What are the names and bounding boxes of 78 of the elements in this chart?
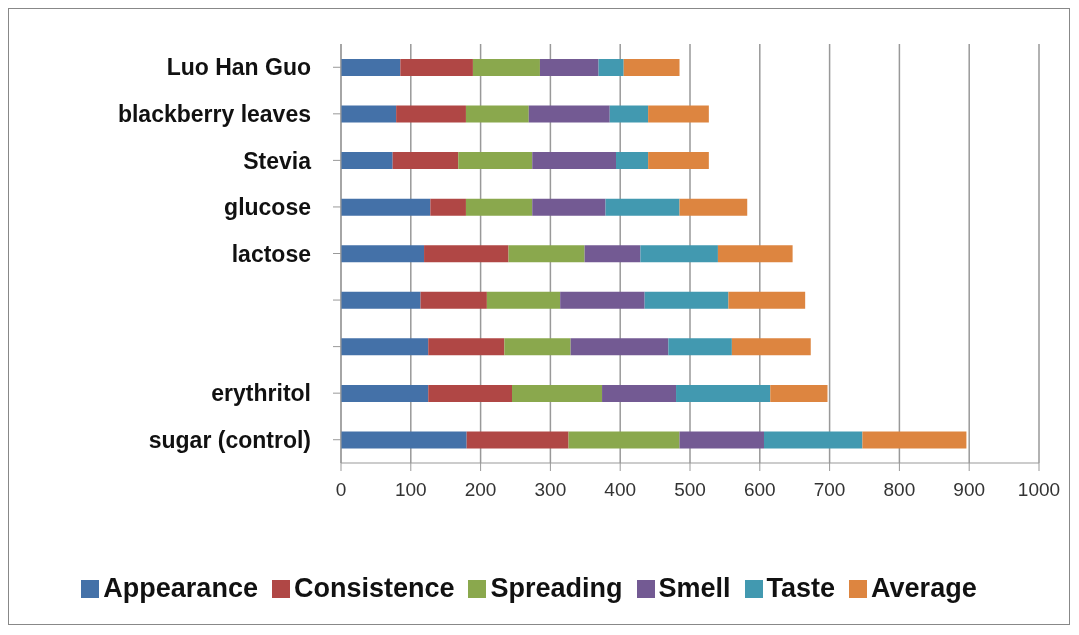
bar bbox=[400, 59, 473, 76]
bar bbox=[341, 431, 467, 449]
x-tick-label: 400 bbox=[604, 479, 637, 501]
bar bbox=[731, 338, 811, 356]
bar bbox=[465, 105, 529, 123]
y-tick-label: blackberry leaves bbox=[117, 101, 311, 127]
y-tick-label: glucose bbox=[224, 194, 311, 221]
bar bbox=[584, 245, 641, 263]
bar bbox=[568, 431, 680, 449]
bar bbox=[539, 59, 599, 76]
bar bbox=[623, 59, 680, 76]
bar bbox=[504, 338, 571, 356]
bar bbox=[465, 198, 533, 216]
x-tick-label: 500 bbox=[674, 479, 706, 501]
y-tick-label: erythritol bbox=[211, 380, 311, 407]
x-tick-label: 0 bbox=[335, 479, 347, 501]
legend-label: Consistence bbox=[292, 573, 455, 604]
bar bbox=[532, 152, 617, 170]
bar bbox=[508, 245, 585, 263]
bar bbox=[602, 384, 677, 402]
bar bbox=[466, 431, 569, 449]
bar bbox=[512, 384, 603, 402]
bar bbox=[486, 291, 561, 309]
x-tick-label: 900 bbox=[953, 479, 986, 501]
x-tick-label: 300 bbox=[534, 479, 567, 501]
bar bbox=[598, 59, 624, 76]
bar bbox=[648, 105, 709, 123]
bar bbox=[341, 59, 401, 76]
bar bbox=[532, 198, 606, 216]
bar bbox=[341, 338, 429, 356]
bar bbox=[609, 105, 649, 123]
x-tick-label: 800 bbox=[883, 479, 916, 501]
legend-label: Taste bbox=[765, 573, 836, 604]
bar bbox=[717, 245, 793, 263]
bar bbox=[428, 338, 505, 356]
bar bbox=[668, 338, 732, 356]
bar bbox=[679, 431, 764, 449]
bar bbox=[644, 291, 729, 309]
bar bbox=[648, 152, 709, 170]
bar bbox=[420, 291, 487, 309]
y-tick-label: sugar (control) bbox=[148, 426, 311, 453]
bar bbox=[528, 105, 610, 123]
bar bbox=[679, 198, 748, 216]
bar bbox=[392, 152, 459, 170]
bar bbox=[424, 245, 509, 263]
bar bbox=[428, 384, 513, 402]
bar bbox=[605, 198, 680, 216]
x-tick-label: 1000 bbox=[1017, 479, 1061, 501]
bar bbox=[570, 338, 669, 356]
bar bbox=[728, 291, 806, 309]
x-tick-label: 200 bbox=[464, 479, 497, 501]
bar bbox=[472, 59, 540, 76]
y-tick-label: Stevia bbox=[243, 147, 312, 174]
bar bbox=[341, 152, 393, 170]
legend-label: Smell bbox=[657, 573, 731, 604]
bar bbox=[458, 152, 533, 170]
bar bbox=[770, 384, 828, 402]
bar bbox=[430, 198, 466, 216]
bar bbox=[396, 105, 466, 123]
y-tick-label: lactose bbox=[231, 240, 311, 267]
legend-label: Average bbox=[870, 573, 977, 604]
bar bbox=[341, 105, 397, 123]
bar bbox=[862, 431, 967, 449]
bar bbox=[560, 291, 645, 309]
bar bbox=[676, 384, 771, 402]
x-tick-label: 700 bbox=[813, 479, 846, 501]
bar bbox=[640, 245, 718, 263]
x-tick-label: 100 bbox=[394, 479, 427, 501]
x-tick-label: 600 bbox=[743, 479, 776, 501]
y-tick-label: Luo Han Guo bbox=[166, 54, 311, 81]
bar bbox=[341, 291, 421, 309]
bar bbox=[341, 245, 425, 263]
legend-label: Appearance bbox=[102, 573, 258, 604]
bar bbox=[341, 198, 431, 216]
bar bbox=[763, 431, 863, 449]
bar bbox=[616, 152, 649, 170]
bar bbox=[341, 384, 429, 402]
legend-label: Spreading bbox=[489, 573, 623, 604]
